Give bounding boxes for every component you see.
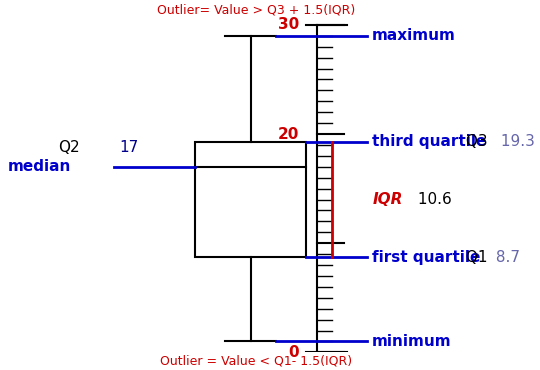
Text: minimum: minimum [372,334,452,349]
Text: Q1: Q1 [461,250,487,265]
Text: Q3: Q3 [461,134,488,149]
Text: first quartile: first quartile [372,250,486,265]
Text: 30: 30 [278,17,299,32]
Text: 10.6: 10.6 [413,192,451,207]
Text: 0: 0 [288,345,299,360]
FancyBboxPatch shape [195,142,306,258]
Text: maximum: maximum [372,28,456,43]
Text: median: median [8,159,71,174]
Text: Outlier= Value > Q3 + 1.5(IQR): Outlier= Value > Q3 + 1.5(IQR) [157,3,355,16]
Text: Q2: Q2 [58,139,79,155]
Text: 20: 20 [278,127,299,142]
Text: 10: 10 [278,236,299,251]
Text: third quartile: third quartile [372,134,492,149]
Text: IQR: IQR [372,192,402,207]
Text: Outlier = Value < Q1- 1.5(IQR): Outlier = Value < Q1- 1.5(IQR) [160,354,352,367]
Text: 19.3: 19.3 [496,134,535,149]
Text: 8.7: 8.7 [491,250,520,265]
Text: 17: 17 [119,139,138,155]
